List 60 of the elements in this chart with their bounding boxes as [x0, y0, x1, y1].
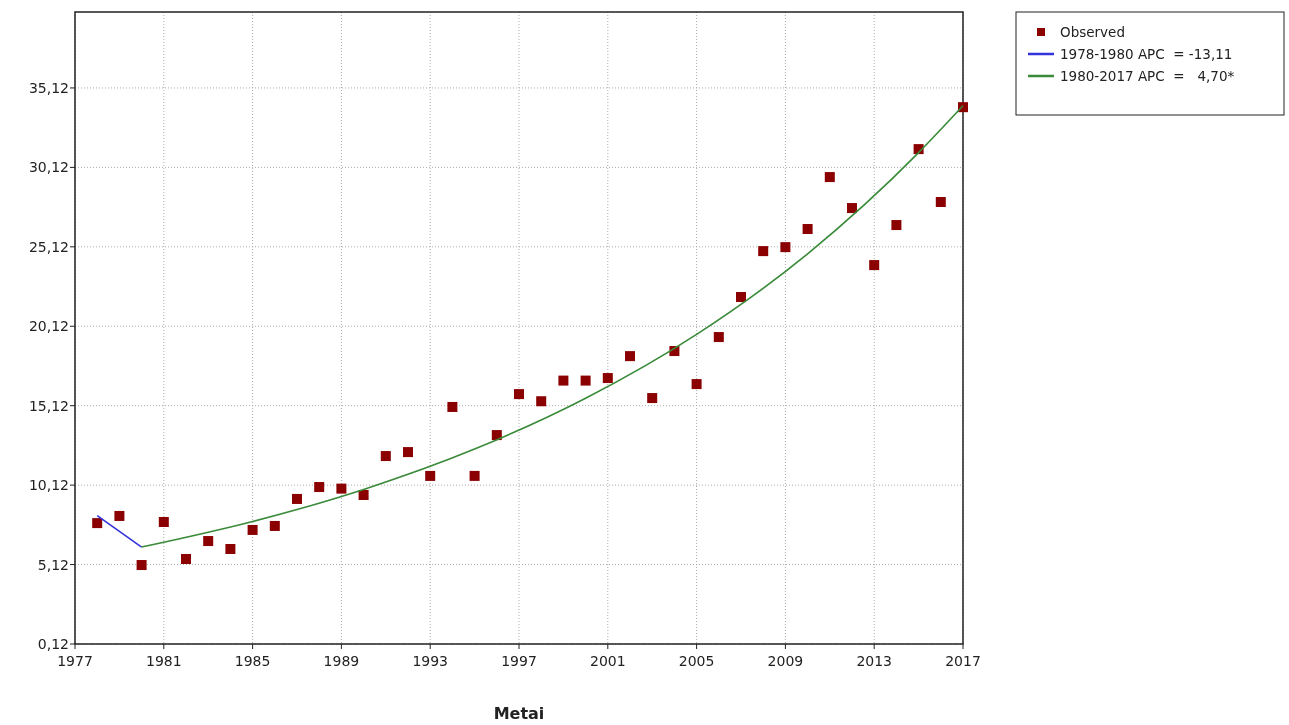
point [802, 224, 813, 235]
y-tick-label: 5,12 [37, 556, 69, 573]
point [536, 396, 547, 407]
point [292, 493, 302, 504]
x-tick-label: 2009 [767, 653, 804, 669]
point [625, 351, 635, 362]
point [558, 375, 569, 386]
y-tick-label: 35,12 [28, 79, 69, 96]
point [847, 203, 857, 214]
legend-label: 1978-1980 APC = -13,11 [1060, 46, 1233, 62]
point [647, 393, 658, 404]
point [447, 401, 458, 412]
y-tick-label: 0,12 [37, 636, 69, 652]
point [713, 332, 724, 343]
point [269, 520, 280, 531]
x-axis-title: Metai [493, 704, 545, 723]
point [736, 292, 746, 303]
x-tick-label: 1997 [501, 653, 537, 669]
point [491, 430, 502, 441]
point [158, 516, 169, 527]
x-tick-label: 2013 [856, 653, 893, 669]
y-tick-label: 25,12 [28, 238, 69, 255]
x-tick-label: 1993 [412, 653, 449, 669]
y-tick-label: 30,12 [28, 159, 69, 176]
point [469, 470, 480, 481]
point [891, 220, 902, 231]
y-tick-label: 15,12 [28, 397, 69, 414]
point [580, 375, 591, 386]
y-tick-label: 10,12 [28, 477, 69, 494]
point [425, 470, 436, 481]
point [247, 524, 258, 535]
point [780, 242, 791, 253]
legend-label: 1980-2017 APC = 4,70* [1060, 68, 1235, 84]
point [336, 483, 347, 494]
point [380, 451, 391, 462]
legend-label: Observed [1060, 24, 1125, 40]
y-tick-label: 20,12 [28, 318, 69, 335]
point [181, 554, 191, 564]
x-tick-label: 2017 [945, 653, 981, 669]
point [935, 197, 946, 208]
x-tick-label: 2001 [589, 653, 626, 669]
point [514, 389, 524, 400]
point [602, 373, 613, 384]
x-tick-label: 1981 [145, 653, 182, 669]
point [403, 447, 413, 458]
point [203, 536, 214, 547]
point [824, 172, 835, 183]
point [114, 510, 125, 521]
point [691, 379, 702, 390]
point [869, 260, 880, 271]
point [758, 246, 769, 257]
point [314, 482, 325, 493]
x-tick-label: 1977 [57, 653, 93, 669]
point [358, 489, 369, 500]
x-tick-label: 1985 [234, 653, 271, 669]
point [225, 543, 236, 554]
point [136, 560, 147, 571]
x-tick-label: 2005 [678, 653, 715, 669]
point [92, 518, 103, 529]
x-tick-label: 1989 [323, 653, 360, 669]
